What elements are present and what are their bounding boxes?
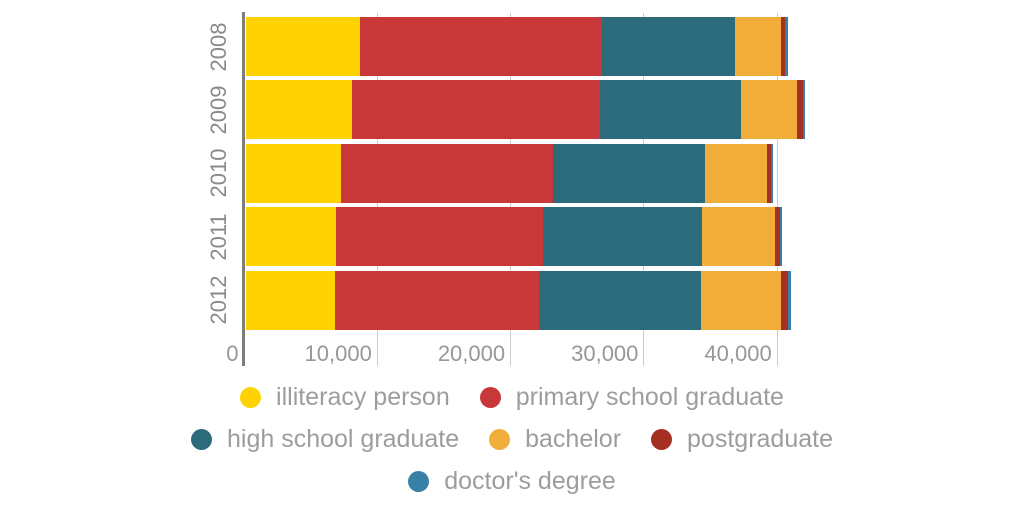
legend-label: postgraduate	[687, 424, 833, 453]
legend-item-doctor-s-degree[interactable]: doctor's degree	[408, 467, 616, 496]
bar-segment-2011-postgraduate[interactable]	[774, 207, 781, 267]
bar-segment-2012-illiteracy-person[interactable]	[245, 270, 335, 330]
bar-segment-2012-high-school-graduate[interactable]	[539, 270, 701, 330]
bar-segment-2008-postgraduate[interactable]	[780, 17, 786, 76]
bar-segment-2012-bachelor[interactable]	[700, 270, 781, 330]
bar-segment-2008-illiteracy-person[interactable]	[245, 17, 361, 76]
legend-dot-icon	[651, 428, 673, 450]
legend: illiteracy person primary school graduate…	[0, 376, 1024, 502]
legend-label: illiteracy person	[276, 382, 450, 411]
legend-dot-icon	[240, 386, 262, 408]
legend-row-1: illiteracy person primary school graduate	[240, 376, 784, 418]
bar-segment-2012-doctor-s-degree[interactable]	[788, 270, 791, 330]
bar-segment-2009-bachelor[interactable]	[741, 80, 798, 140]
bar-segment-2011-primary-school-graduate[interactable]	[336, 207, 543, 267]
legend-item-illiteracy-person[interactable]: illiteracy person	[240, 383, 450, 412]
legend-row-2: high school graduate bachelor postgraduate	[191, 418, 833, 460]
bar-segment-2011-illiteracy-person[interactable]	[245, 207, 337, 267]
legend-item-high-school-graduate[interactable]: high school graduate	[191, 425, 459, 454]
plot-area: 2008 2009 2010 2011 2012 0 10,000 20,000 30,000 4…	[206, 12, 806, 366]
bar-segment-2009-illiteracy-person[interactable]	[245, 80, 353, 140]
x-axis-tick-40,000: 40,000	[704, 341, 772, 366]
bar-segment-2011-bachelor[interactable]	[702, 207, 775, 267]
legend-dot-icon	[489, 428, 511, 450]
bar-segment-2008-primary-school-graduate[interactable]	[360, 17, 603, 76]
gridline-40,000	[776, 13, 778, 366]
bar-segment-2008-bachelor[interactable]	[735, 17, 781, 76]
legend-dot-icon	[479, 386, 501, 408]
legend-label: doctor's degree	[444, 466, 616, 495]
legend-label: primary school graduate	[515, 382, 784, 411]
bar-segment-2011-high-school-graduate[interactable]	[542, 207, 703, 267]
bar-segment-2012-primary-school-graduate[interactable]	[334, 270, 540, 330]
bar-segment-2010-doctor-s-degree[interactable]	[770, 143, 773, 203]
legend-item-primary-school-graduate[interactable]: primary school graduate	[479, 382, 784, 412]
bar-segment-2009-primary-school-graduate[interactable]	[352, 80, 601, 140]
legend-dot-icon	[191, 428, 212, 450]
x-axis-tick-0: 0	[226, 341, 239, 366]
y-axis-line	[242, 12, 245, 366]
bar-segment-2011-doctor-s-degree[interactable]	[780, 207, 783, 267]
bar-segment-2010-bachelor[interactable]	[704, 143, 767, 203]
bar-segment-2010-illiteracy-person[interactable]	[245, 143, 342, 203]
legend-item-postgraduate[interactable]: postgraduate	[651, 425, 833, 454]
legend-dot-icon	[408, 470, 430, 492]
bar-segment-2009-doctor-s-degree[interactable]	[802, 80, 806, 140]
x-axis-tick-30,000: 30,000	[571, 341, 639, 366]
bar-segment-2010-postgraduate[interactable]	[766, 143, 771, 203]
legend-item-bachelor[interactable]: bachelor	[489, 425, 621, 454]
bar-segment-2012-postgraduate[interactable]	[780, 270, 789, 330]
legend-label: bachelor	[525, 424, 622, 453]
legend-row-3: doctor's degree	[408, 460, 616, 502]
bar-segment-2009-high-school-graduate[interactable]	[600, 80, 742, 140]
bar-segment-2010-high-school-graduate[interactable]	[552, 143, 705, 203]
x-axis-tick-10,000: 10,000	[304, 341, 372, 366]
bar-segment-2010-primary-school-graduate[interactable]	[341, 143, 553, 203]
bar-segment-2008-doctor-s-degree[interactable]	[785, 17, 789, 76]
x-axis-tick-20,000: 20,000	[437, 341, 506, 366]
y-axis-label-2012: 2012	[206, 275, 231, 325]
bar-segment-2009-postgraduate[interactable]	[797, 80, 803, 140]
bar-segment-2008-high-school-graduate[interactable]	[602, 17, 736, 76]
legend-label: high school graduate	[227, 424, 460, 453]
